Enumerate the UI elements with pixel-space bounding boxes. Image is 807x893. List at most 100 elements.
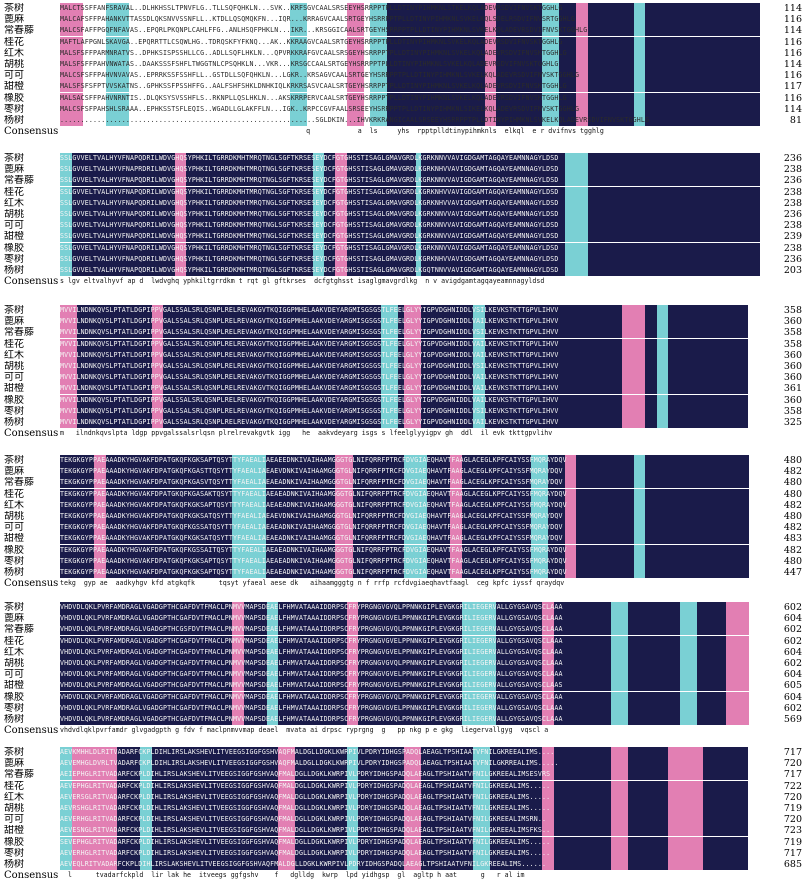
residue-shading (94, 477, 106, 488)
residue-count: 361 (783, 383, 802, 394)
residue-shading (610, 803, 628, 814)
residue-shading (266, 613, 279, 624)
species-label: 可可 (4, 220, 24, 231)
species-label: 胡桃 (4, 511, 24, 522)
residue-shading (174, 243, 187, 254)
residue-shading (140, 747, 152, 758)
residue-shading (278, 781, 296, 792)
residue-shading (461, 692, 496, 703)
sequence-text: MALSACSFFPAHVNRNTIS..DLQKSYSVSSHFLS..RKN… (60, 94, 567, 102)
residue-shading (484, 115, 497, 126)
residue-shading (60, 220, 72, 231)
residue-shading (60, 837, 72, 848)
residue-shading (679, 714, 697, 725)
residue-shading (71, 803, 118, 814)
residue-count: 360 (783, 372, 802, 383)
residue-shading (105, 70, 129, 81)
sequence-row: AEVKMHHLDLRITVADARFCKPLDIHLIRSLAKSHEVLIT… (60, 747, 760, 758)
residue-shading (679, 636, 697, 647)
consensus-label: Consensus (4, 428, 58, 439)
residue-shading (94, 556, 106, 567)
residue-shading (450, 533, 462, 544)
residue-shading (668, 814, 703, 825)
residue-shading (105, 81, 129, 92)
residue-shading (610, 714, 628, 725)
residue-shading (151, 327, 164, 338)
residue-shading (387, 14, 760, 25)
residue-shading (622, 372, 646, 383)
residue-shading (346, 669, 359, 680)
sequence-row: TEKGKGYPPAEAAADKYHGVAKFDPATGKQFKGASVTQSY… (60, 477, 760, 488)
species-label: 蓖麻 (4, 164, 24, 175)
residue-count: 717 (783, 747, 802, 758)
residue-shading (679, 669, 697, 680)
residue-shading (117, 848, 749, 859)
residue-shading (473, 383, 485, 394)
residue-shading (289, 93, 307, 104)
sequence-text: SSLGVVELTVALHYVFNAPQDRILWDVGHQSYPHKILTGR… (60, 154, 559, 162)
residue-shading (530, 455, 548, 466)
sequence-row: ........................................… (60, 115, 760, 126)
residue-shading (564, 153, 588, 164)
residue-shading (542, 803, 554, 814)
residue-shading (60, 758, 72, 769)
residue-shading (668, 792, 703, 803)
consensus-sequence: q a ls yhs rpptplldtinypihmknls elkql e … (60, 127, 604, 135)
species-label: 枣树 (4, 703, 24, 714)
sequence-row: AEVERSGLRITVADARFCKPLDIHLIRSLAKSHEVLITVE… (60, 792, 760, 803)
sequence-row: SSLGVVELTVALHYVFNAPQDRILWDVGHQSYPHKILTGR… (60, 175, 760, 186)
residue-shading (610, 658, 628, 669)
alignment-block: 茶树 SSLGVVELTVALHYVFNAPQDRILWDVGHQSYPHKILT… (0, 153, 807, 293)
residue-shading (387, 25, 760, 36)
residue-count: 717 (783, 769, 802, 780)
residue-count: 480 (783, 556, 802, 567)
residue-shading (174, 153, 187, 164)
residue-shading (530, 466, 548, 477)
residue-shading (473, 792, 491, 803)
residue-shading (564, 187, 588, 198)
residue-shading (542, 70, 560, 81)
sequence-text: TEKGKGYPPAEAAADKYHGVAKFDPATGKQFKGKSAPTQS… (60, 456, 567, 464)
residue-count: 602 (783, 703, 802, 714)
sequence-text: TEKGKGYPPAEAAADKYHGVAKFDPATGKQFKGKSAPTQS… (60, 568, 567, 576)
sequence-text: MALCTSSFFANFSRAVAL..DLHKHSSLTPNVFLG..TLL… (60, 4, 563, 12)
residue-shading (174, 231, 187, 242)
sequence-text: VHDVDLQKLPVRFAMDRAGLVGADGPTHCGSFDVTFMACL… (60, 625, 563, 633)
residue-shading (622, 316, 646, 327)
residue-shading (60, 848, 72, 859)
residue-shading (266, 624, 279, 635)
consensus-label: Consensus (4, 276, 58, 287)
residue-shading (312, 209, 324, 220)
residue-shading (656, 316, 669, 327)
residue-count: 358 (783, 327, 802, 338)
residue-shading (542, 59, 560, 70)
sequence-row: VHDVDLQKLPVRFAMDRAGLVGADGPTHCGAFDVTFMACL… (60, 692, 760, 703)
residue-count: 605 (783, 680, 802, 691)
sequence-row: MALCSFSFFPAHVNVAVAS..EPRRKSSFSSHFLL..GST… (60, 70, 760, 81)
sequence-text: SSLGVVELTVALHYVFNAPQDRILWDVGHQSYPHKILTGR… (60, 199, 559, 207)
residue-shading (60, 395, 78, 406)
residue-shading (473, 417, 485, 428)
residue-shading (542, 3, 560, 14)
residue-shading (346, 647, 359, 658)
residue-shading (622, 417, 646, 428)
residue-shading (60, 383, 78, 394)
residue-shading (387, 37, 760, 48)
consensus-sequence: vhdvdlqklpvrfamdr glvgadgpth g fdv f mac… (60, 726, 549, 734)
residue-shading (232, 556, 267, 567)
residue-shading (289, 14, 307, 25)
residue-shading (266, 680, 279, 691)
residue-shading (381, 316, 399, 327)
residue-shading (576, 93, 588, 104)
species-label: 杨树 (4, 265, 24, 276)
residue-count: 602 (783, 624, 802, 635)
sequence-row: VHDVDLQKLPVRFAMDRAGLVGADGPTHCGAFDVTFMACL… (60, 602, 760, 613)
residue-shading (346, 25, 365, 36)
residue-shading (289, 3, 307, 14)
residue-shading (140, 758, 152, 769)
residue-shading (564, 455, 577, 466)
sequence-row: MVVILNDNKQVSLPTATLDGPIPPVGALSSALSRLQSNPL… (60, 383, 760, 394)
species-label: 红木 (4, 48, 24, 59)
residue-shading (404, 489, 428, 500)
